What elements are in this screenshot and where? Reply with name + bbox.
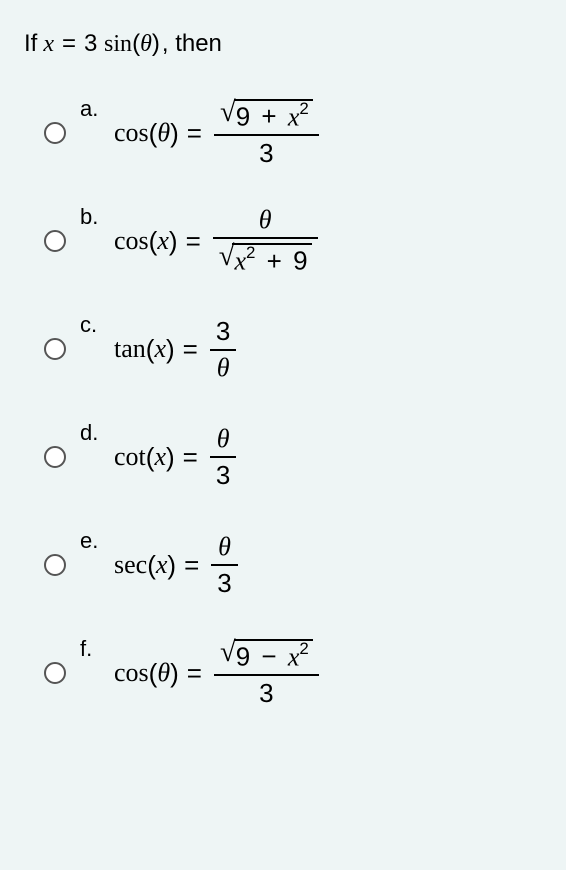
question-suffix: , then — [162, 30, 222, 58]
sqrt: √ 9 + x2 — [220, 99, 313, 133]
q-eq: = — [62, 30, 76, 58]
q-open-paren: ( — [132, 30, 140, 58]
quiz-container: If x = 3 sin ( θ ) , then a. cos (θ) = √ — [0, 0, 566, 870]
sqrt: √ x2 + 9 — [219, 243, 312, 277]
q-arg: θ — [140, 31, 152, 58]
option-letter: f. — [80, 628, 104, 662]
fraction: 3 θ — [210, 314, 236, 385]
fraction: θ 3 — [210, 422, 236, 493]
q-close-paren: ) — [152, 30, 160, 58]
radio-a[interactable] — [44, 122, 66, 144]
fraction: √ 9 − x2 3 — [214, 635, 319, 712]
option-letter: d. — [80, 412, 104, 446]
option-letter: a. — [80, 88, 104, 122]
option-f-formula: cos (θ) = √ 9 − x2 — [114, 635, 323, 712]
radio-c[interactable] — [44, 338, 66, 360]
option-c-formula: tan (x) = 3 θ — [114, 314, 240, 385]
option-e-formula: sec (x) = θ 3 — [114, 530, 242, 601]
option-e[interactable]: e. sec (x) = θ 3 — [44, 520, 542, 610]
fraction: θ 3 — [211, 530, 237, 601]
option-b[interactable]: b. cos (x) = θ √ x2 + 9 — [44, 196, 542, 286]
sqrt: √ 9 − x2 — [220, 639, 313, 673]
radio-e[interactable] — [44, 554, 66, 576]
q-fn: sin — [104, 31, 132, 58]
option-d-formula: cot (x) = θ 3 — [114, 422, 240, 493]
q-lhs-var: x — [43, 31, 54, 58]
question-prefix: If — [24, 30, 37, 58]
fraction: θ √ x2 + 9 — [213, 203, 318, 279]
option-letter: c. — [80, 304, 104, 338]
fraction: √ 9 + x2 3 — [214, 95, 319, 172]
option-a-formula: cos (θ) = √ 9 + x2 — [114, 95, 323, 172]
option-letter: e. — [80, 520, 104, 554]
option-f[interactable]: f. cos (θ) = √ 9 − x2 — [44, 628, 542, 718]
option-d[interactable]: d. cot (x) = θ 3 — [44, 412, 542, 502]
radio-b[interactable] — [44, 230, 66, 252]
radio-f[interactable] — [44, 662, 66, 684]
q-coef: 3 — [84, 30, 97, 58]
option-c[interactable]: c. tan (x) = 3 θ — [44, 304, 542, 394]
option-a[interactable]: a. cos (θ) = √ 9 + x2 — [44, 88, 542, 178]
question-stem: If x = 3 sin ( θ ) , then — [24, 30, 542, 58]
options-group: a. cos (θ) = √ 9 + x2 — [24, 88, 542, 718]
radio-d[interactable] — [44, 446, 66, 468]
option-letter: b. — [80, 196, 104, 230]
option-b-formula: cos (x) = θ √ x2 + 9 — [114, 203, 322, 279]
